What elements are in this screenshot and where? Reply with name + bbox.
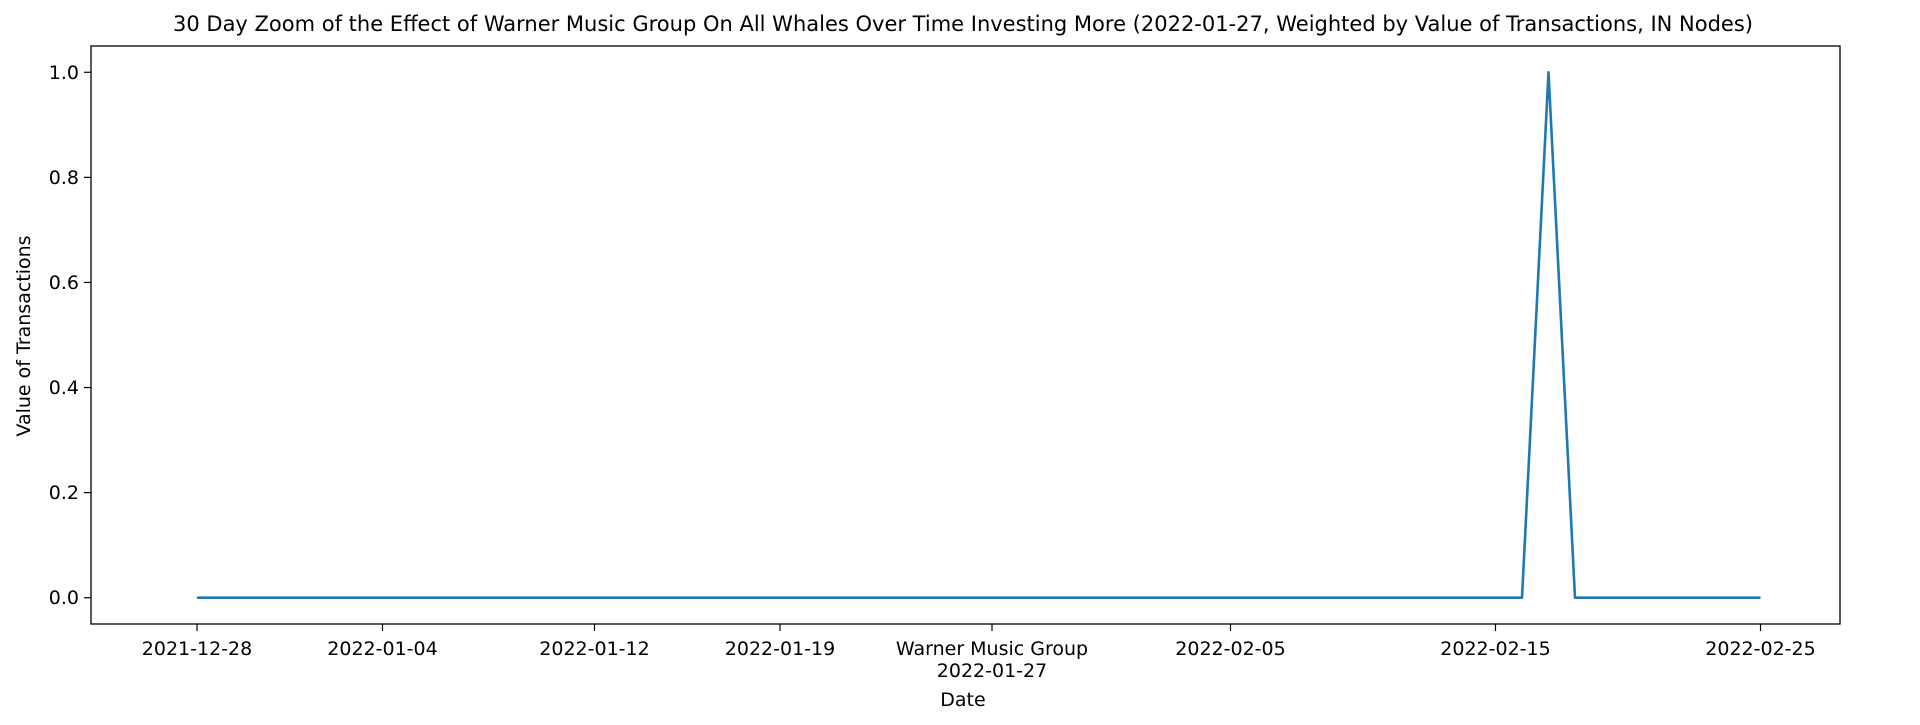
x-axis-label: Date [940, 689, 985, 711]
x-tick-label: Warner Music Group 2022-01-27 [896, 638, 1088, 682]
x-tick-label: 2022-01-19 [725, 638, 835, 660]
y-tick-label: 0.6 [49, 272, 79, 294]
y-tick-label: 0.4 [49, 377, 79, 399]
y-tick-label: 0.0 [49, 587, 79, 609]
y-tick-label: 0.8 [49, 167, 79, 189]
x-tick-label: 2022-02-15 [1440, 638, 1550, 660]
x-tick-label: 2022-02-05 [1175, 638, 1285, 660]
y-axis-label: Value of Transactions [13, 235, 35, 436]
chart-title: 30 Day Zoom of the Effect of Warner Musi… [173, 12, 1753, 36]
axes-frame [90, 45, 1841, 625]
series-line-0 [197, 70, 1761, 600]
x-tick-label: 2021-12-28 [142, 638, 252, 660]
x-tick-label: 2022-02-25 [1705, 638, 1815, 660]
y-tick-label: 0.2 [49, 482, 79, 504]
y-tick-label: 1.0 [49, 62, 79, 84]
plot-area: 0.0 0.2 0.4 0.6 0.8 1.0 2021-12-28 2022-01-04 20… [49, 45, 1841, 682]
x-tick-label: 2022-01-04 [327, 638, 437, 660]
x-tick-label: 2022-01-12 [539, 638, 649, 660]
